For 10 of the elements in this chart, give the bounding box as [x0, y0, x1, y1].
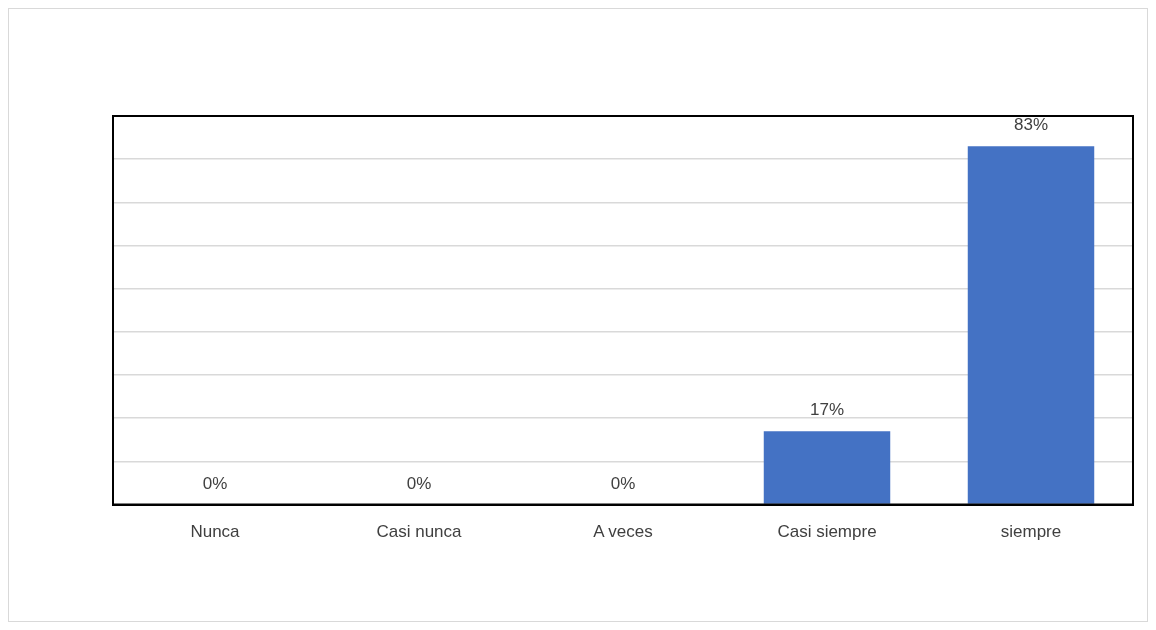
data-label: 0% [406, 473, 432, 493]
data-label: 0% [202, 473, 228, 493]
data-label: 83% [1013, 115, 1049, 135]
x-tick-label: Casi siempre [777, 522, 877, 542]
x-tick-label: Casi nunca [376, 522, 463, 542]
x-tick-label: Nunca [190, 522, 241, 542]
x-tick-label: A veces [593, 522, 653, 542]
data-label: 17% [809, 400, 845, 420]
data-label: 0% [610, 473, 636, 493]
x-tick-label: siempre [1000, 522, 1062, 542]
